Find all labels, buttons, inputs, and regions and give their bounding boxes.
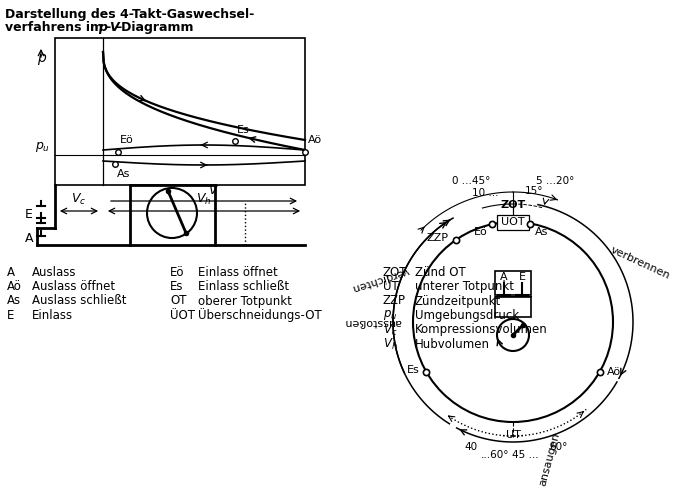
- Text: 0 ...45°: 0 ...45°: [452, 176, 490, 186]
- Text: Aö: Aö: [7, 280, 22, 293]
- Text: UT: UT: [506, 430, 521, 440]
- Text: Überschneidungs-OT: Überschneidungs-OT: [198, 308, 322, 322]
- Text: Umgebungsdruck: Umgebungsdruck: [415, 309, 519, 322]
- Text: Es: Es: [237, 125, 250, 135]
- Text: Auslass: Auslass: [32, 266, 77, 278]
- Text: unterer Totpunkt: unterer Totpunkt: [415, 280, 514, 293]
- Text: Einlass: Einlass: [32, 309, 73, 322]
- Text: $V_c$: $V_c$: [71, 192, 86, 207]
- Text: Es: Es: [170, 280, 184, 293]
- Text: 10 ...: 10 ...: [472, 188, 498, 198]
- Text: verdichten: verdichten: [350, 265, 410, 292]
- Text: Auslass öffnet: Auslass öffnet: [32, 280, 115, 293]
- Text: OT: OT: [170, 294, 186, 308]
- Text: ZOT: ZOT: [500, 200, 525, 210]
- Text: 15°: 15°: [525, 186, 543, 196]
- Text: $V_h$: $V_h$: [196, 192, 212, 207]
- Text: ÜOT: ÜOT: [170, 309, 195, 322]
- Text: As: As: [536, 226, 549, 236]
- Text: As: As: [7, 294, 21, 308]
- Text: Hubvolumen: Hubvolumen: [415, 338, 490, 351]
- Text: E: E: [7, 309, 14, 322]
- Text: –Diagramm: –Diagramm: [115, 21, 193, 34]
- Text: ...60°: ...60°: [481, 450, 509, 460]
- Text: –: –: [104, 21, 110, 34]
- Text: $V_h$: $V_h$: [383, 337, 398, 352]
- Bar: [55, 38, 305, 185]
- Text: ZOT: ZOT: [383, 266, 408, 278]
- Text: ZZP: ZZP: [427, 233, 449, 243]
- Text: p: p: [36, 51, 45, 65]
- Text: Zündzeitpunkt: Zündzeitpunkt: [415, 294, 501, 308]
- Text: Kompressionsvolumen: Kompressionsvolumen: [415, 324, 548, 336]
- Text: Zünd OT: Zünd OT: [415, 266, 466, 278]
- Text: Eö: Eö: [170, 266, 184, 278]
- Text: E: E: [519, 272, 525, 282]
- Text: ÜOT: ÜOT: [501, 217, 525, 227]
- Text: Es: Es: [407, 365, 419, 375]
- FancyBboxPatch shape: [497, 215, 529, 230]
- Text: ansaugen: ansaugen: [538, 432, 562, 487]
- Text: $p_u$: $p_u$: [383, 308, 397, 322]
- Text: oberer Totpunkt: oberer Totpunkt: [198, 294, 292, 308]
- Text: $p_u$: $p_u$: [35, 140, 50, 154]
- Text: Aö: Aö: [607, 367, 621, 377]
- Text: A: A: [500, 272, 508, 282]
- Text: $V_c$: $V_c$: [383, 322, 397, 338]
- Text: Eö: Eö: [120, 135, 134, 145]
- Bar: [495, 297, 531, 317]
- Text: Einlass schließt: Einlass schließt: [198, 280, 289, 293]
- Text: A: A: [7, 266, 15, 278]
- Text: V: V: [208, 184, 216, 197]
- Text: V: V: [109, 21, 119, 34]
- Text: Aö: Aö: [308, 135, 322, 145]
- Text: 60°: 60°: [549, 442, 567, 452]
- Text: verfahrens im: verfahrens im: [5, 21, 108, 34]
- Text: 45 ...: 45 ...: [512, 450, 538, 460]
- Text: Eö: Eö: [473, 227, 487, 237]
- Text: ZZP: ZZP: [383, 294, 406, 308]
- Text: Darstellung des 4-Takt-Gaswechsel-: Darstellung des 4-Takt-Gaswechsel-: [5, 8, 254, 21]
- Bar: [495, 271, 531, 295]
- Text: Auslass schließt: Auslass schließt: [32, 294, 127, 308]
- Text: 40: 40: [464, 442, 477, 452]
- Text: E: E: [25, 208, 33, 222]
- Text: ausstoßen: ausstoßen: [344, 317, 402, 327]
- Text: A: A: [25, 232, 34, 245]
- Text: UT: UT: [383, 280, 399, 293]
- Text: p: p: [98, 21, 107, 34]
- Text: 5 ...20°: 5 ...20°: [536, 176, 574, 186]
- Text: verbrennen: verbrennen: [608, 244, 671, 281]
- Text: Einlass öffnet: Einlass öffnet: [198, 266, 277, 278]
- Text: As: As: [117, 169, 130, 179]
